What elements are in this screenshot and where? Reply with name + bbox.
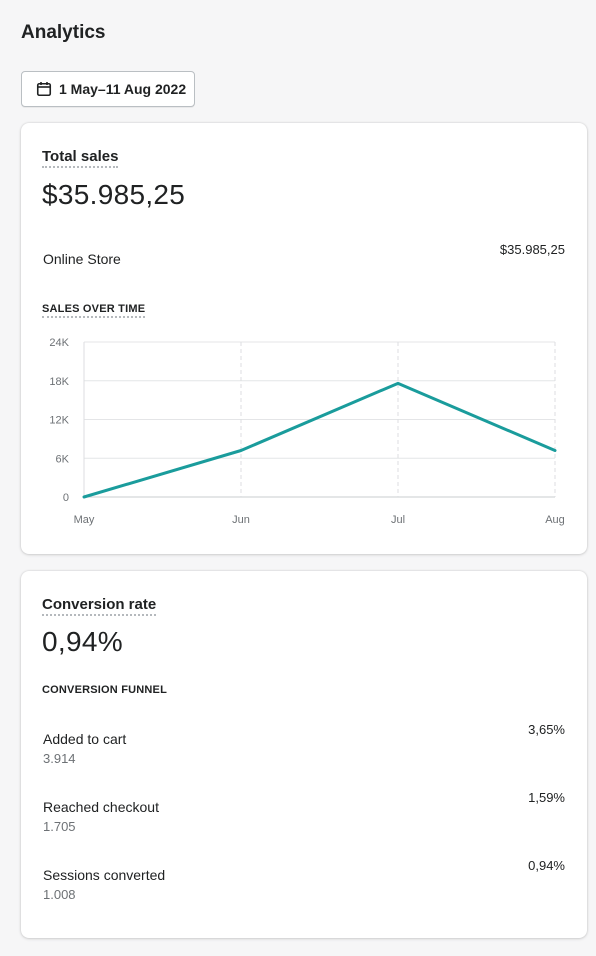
- conversion-rate-card: Conversion rate 0,94% CONVERSION FUNNEL …: [21, 571, 587, 938]
- y-tick-label: 12K: [49, 415, 69, 427]
- x-tick-label: May: [74, 514, 95, 526]
- funnel-step-rate: 0,94%: [528, 858, 565, 873]
- funnel-step-count: 3.914: [43, 751, 76, 766]
- funnel-step-count: 1.008: [43, 887, 76, 902]
- conversion-funnel-label: CONVERSION FUNNEL: [42, 684, 168, 696]
- calendar-icon: [36, 81, 52, 97]
- x-tick-label: Jul: [391, 514, 405, 526]
- y-tick-label: 18K: [49, 376, 69, 388]
- date-range-button[interactable]: 1 May–11 Aug 2022: [21, 71, 195, 107]
- sales-series-line[interactable]: [82, 381, 557, 499]
- funnel-step-label: Reached checkout: [43, 799, 159, 815]
- x-tick-label: Aug: [545, 514, 565, 526]
- funnel-step-label: Sessions converted: [43, 867, 166, 883]
- funnel-step-label: Added to cart: [43, 731, 127, 747]
- date-range-label: 1 May–11 Aug 2022: [59, 81, 187, 97]
- conversion-rate-heading[interactable]: Conversion rate: [42, 596, 157, 616]
- sales-over-time-chart: 0 6K 12K 18K 24K May Jun Jul Aug: [49, 337, 565, 526]
- total-sales-heading[interactable]: Total sales: [42, 148, 119, 168]
- y-tick-label: 6K: [56, 453, 70, 465]
- online-store-value: $35.985,25: [499, 242, 565, 257]
- x-tick-label: Jun: [232, 514, 250, 526]
- funnel-step-count: 1.705: [43, 819, 76, 834]
- funnel-step-rate: 3,65%: [528, 722, 565, 737]
- total-sales-value: $35.985,25: [42, 179, 186, 210]
- total-sales-card: Total sales $35.985,25 Online Store $35.…: [21, 123, 587, 554]
- online-store-label: Online Store: [43, 251, 121, 267]
- y-tick-label: 24K: [49, 337, 69, 349]
- funnel-step-rate: 1,59%: [528, 790, 565, 805]
- page-title: Analytics: [21, 22, 106, 43]
- sales-over-time-label[interactable]: SALES OVER TIME: [42, 303, 146, 318]
- conversion-rate-value: 0,94%: [42, 626, 123, 657]
- y-tick-label: 0: [63, 492, 69, 504]
